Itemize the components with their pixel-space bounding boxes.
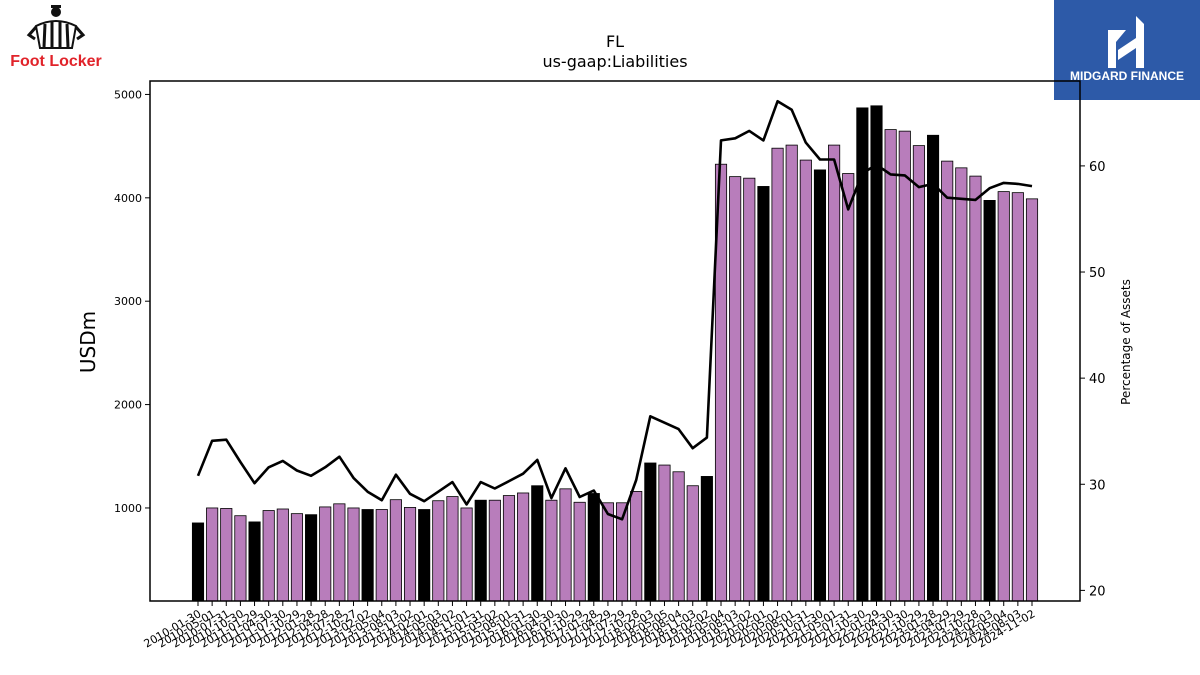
midgard-m-icon: MIDGARD FINANCE xyxy=(1054,0,1200,100)
bar-2017-04-29 xyxy=(601,502,614,602)
line-series xyxy=(196,99,1033,521)
bar-2020-05-02 xyxy=(771,147,784,602)
bar-2015-05-02 xyxy=(488,499,501,602)
company-logo: Foot Locker xyxy=(0,0,112,74)
bar-2011-01-29 xyxy=(248,521,261,602)
bar-2024-02-03 xyxy=(983,200,996,602)
y-tick-label: 3000 xyxy=(114,295,142,308)
bar-2013-02-02 xyxy=(361,509,374,602)
bar-2024-08-03 xyxy=(1011,192,1024,602)
bar-2019-11-02 xyxy=(743,177,756,602)
publisher-name: MIDGARD FINANCE xyxy=(1070,69,1184,83)
y-tick-label: 1000 xyxy=(114,502,142,515)
bar-2020-10-31 xyxy=(799,159,812,602)
bar-2012-10-27 xyxy=(347,507,360,602)
y2-axis-ticks: 20 30 40 50 60 xyxy=(1080,160,1106,599)
bar-2021-05-01 xyxy=(828,144,841,602)
bar-2021-01-30 xyxy=(813,169,827,602)
bar-2022-04-30 xyxy=(884,129,897,602)
y2-tick-label: 60 xyxy=(1089,160,1106,175)
company-name: Foot Locker xyxy=(10,53,102,70)
x-axis-ticks: 2010-01-302010-05-012010-07-312010-10-30… xyxy=(142,601,1038,650)
y2-tick-label: 20 xyxy=(1089,584,1106,599)
bar-2015-10-31 xyxy=(517,492,530,602)
y2-axis-label: Percentage of Assets xyxy=(1119,279,1133,405)
bar-2012-04-28 xyxy=(319,506,332,602)
bar-2018-08-04 xyxy=(672,471,685,602)
bar-2010-10-30 xyxy=(234,515,247,602)
bar-2012-07-28 xyxy=(333,503,346,602)
bar-2010-07-31 xyxy=(220,508,233,602)
bar-2015-01-31 xyxy=(474,499,487,602)
bar-2014-02-01 xyxy=(418,509,431,602)
bar-2016-07-30 xyxy=(559,488,572,602)
bar-2018-05-05 xyxy=(658,464,671,602)
bar-2024-11-02 xyxy=(1025,198,1039,602)
bar-2013-05-04 xyxy=(375,509,388,602)
bar-2013-11-02 xyxy=(403,507,417,602)
bar-2022-07-30 xyxy=(898,130,911,602)
y-axis-ticks: 1000 2000 3000 4000 5000 xyxy=(114,88,150,515)
y2-tick-label: 40 xyxy=(1089,372,1106,387)
bar-2015-08-01 xyxy=(502,495,516,602)
bar-2016-04-30 xyxy=(545,499,558,602)
percentage-of-assets-line xyxy=(196,99,1033,521)
chart-axes xyxy=(149,80,1081,602)
publisher-logo: MIDGARD FINANCE xyxy=(1054,0,1200,100)
bar-2014-11-01 xyxy=(460,507,473,602)
bar-2019-08-03 xyxy=(729,176,742,602)
bar-series xyxy=(191,105,1039,602)
bar-2023-04-29 xyxy=(941,160,954,602)
bar-2012-01-28 xyxy=(305,514,318,602)
bar-2018-02-03 xyxy=(644,462,657,602)
y2-tick-label: 50 xyxy=(1089,266,1106,281)
y2-tick-label: 30 xyxy=(1089,478,1106,493)
referee-mascot-icon: Foot Locker xyxy=(10,5,102,70)
bar-2023-07-29 xyxy=(955,167,968,602)
bar-2013-08-03 xyxy=(389,499,402,602)
chart-title: FL xyxy=(605,32,625,51)
bar-2014-08-02 xyxy=(446,496,459,602)
bar-2011-07-30 xyxy=(276,508,289,602)
bar-2022-10-29 xyxy=(912,145,925,602)
bar-2010-05-01 xyxy=(206,507,219,602)
bar-2011-04-30 xyxy=(262,510,275,602)
bar-2024-05-04 xyxy=(997,191,1010,602)
y-tick-label: 2000 xyxy=(114,399,142,412)
y-tick-label: 5000 xyxy=(114,88,142,101)
bar-2020-08-01 xyxy=(785,144,798,602)
bar-2022-01-29 xyxy=(870,105,883,602)
bar-2011-10-29 xyxy=(290,513,304,602)
y-tick-label: 4000 xyxy=(114,192,142,205)
bar-2019-02-02 xyxy=(700,476,713,602)
bar-2016-01-30 xyxy=(531,485,544,602)
y-axis-label: USDm xyxy=(76,311,100,373)
bar-2021-07-31 xyxy=(842,173,855,602)
bar-2023-10-28 xyxy=(969,175,982,602)
plot-frame xyxy=(149,80,1081,602)
chart-subtitle: us-gaap:Liabilities xyxy=(542,52,688,71)
bar-2017-01-28 xyxy=(587,493,600,602)
bar-2023-01-28 xyxy=(926,134,940,602)
bar-2017-10-28 xyxy=(630,491,643,602)
bar-2020-02-01 xyxy=(757,186,770,602)
bar-2018-11-03 xyxy=(686,485,699,602)
chart-title-block: FL us-gaap:Liabilities xyxy=(415,32,815,72)
bar-2016-10-29 xyxy=(573,501,586,602)
bar-2010-01-30 xyxy=(191,522,205,602)
bar-2014-05-03 xyxy=(432,500,445,602)
